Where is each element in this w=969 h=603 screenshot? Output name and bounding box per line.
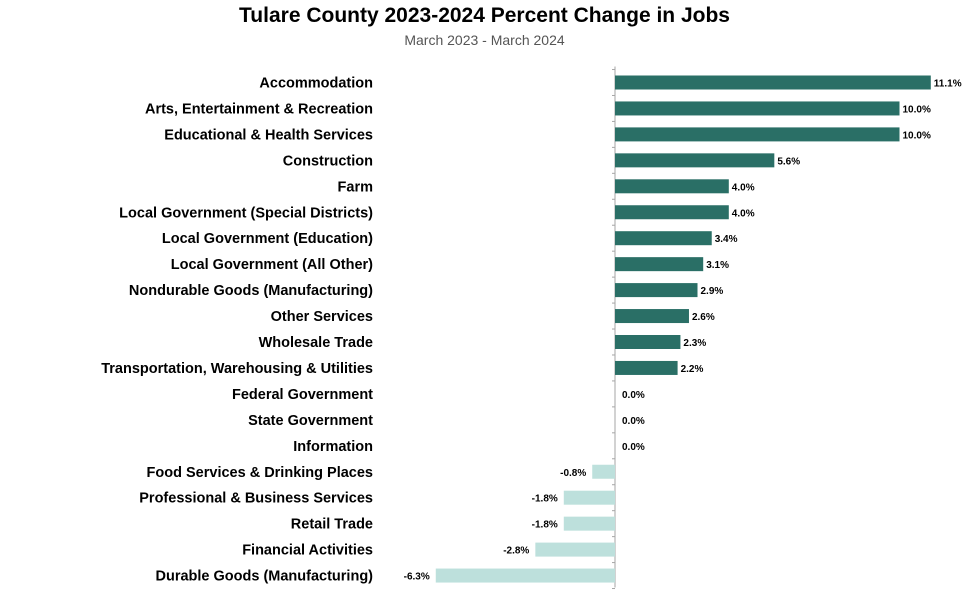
category-label: Federal Government (232, 387, 373, 403)
category-label: Durable Goods (Manufacturing) (156, 569, 374, 585)
bar (435, 568, 615, 583)
bar (592, 464, 615, 479)
category-label: State Government (248, 413, 373, 429)
category-label: Arts, Entertainment & Recreation (145, 101, 373, 117)
data-label: 11.1% (934, 79, 962, 90)
data-label: 10.0% (903, 104, 931, 115)
data-label: -2.8% (503, 546, 529, 557)
data-label: 3.4% (715, 234, 738, 245)
bar (615, 283, 698, 298)
bar (615, 205, 729, 220)
bar (615, 127, 900, 142)
data-label: 0.0% (622, 442, 645, 453)
category-label: Wholesale Trade (259, 335, 373, 351)
category-label: Nondurable Goods (Manufacturing) (129, 283, 373, 299)
data-label: 0.0% (622, 390, 645, 401)
bar (615, 179, 729, 194)
bar (615, 360, 678, 375)
category-label: Professional & Business Services (139, 491, 373, 507)
bar (615, 335, 681, 349)
category-label: Local Government (Special Districts) (119, 205, 373, 221)
category-label: Transportation, Warehousing & Utilities (101, 361, 373, 377)
data-label: 3.1% (706, 260, 729, 271)
bar (615, 153, 775, 168)
category-label: Construction (283, 153, 373, 169)
category-label: Local Government (Education) (162, 231, 373, 247)
data-label: -1.8% (532, 494, 558, 505)
bar (615, 257, 704, 272)
category-label: Other Services (271, 309, 373, 325)
data-label: 0.0% (622, 416, 645, 427)
data-label: 4.0% (732, 182, 755, 193)
data-label: 4.0% (732, 208, 755, 219)
category-label: Retail Trade (291, 517, 373, 533)
data-label: 10.0% (903, 130, 931, 141)
bar (563, 516, 615, 531)
bar (615, 231, 712, 246)
category-label: Farm (338, 179, 373, 195)
bar (615, 309, 689, 324)
category-label: Local Government (All Other) (171, 257, 373, 273)
category-label: Information (293, 439, 373, 455)
chart-subtitle: March 2023 - March 2024 (404, 32, 565, 48)
bar (615, 101, 900, 116)
data-label: -6.3% (404, 572, 430, 583)
bar (563, 490, 615, 505)
data-label: 2.3% (683, 338, 706, 349)
data-label: 2.9% (701, 286, 724, 297)
data-label: 2.6% (692, 312, 715, 323)
category-label: Financial Activities (242, 543, 373, 559)
data-label: -0.8% (560, 468, 586, 479)
data-label: 2.2% (681, 364, 704, 375)
category-label: Accommodation (259, 76, 373, 92)
chart-title: Tulare County 2023-2024 Percent Change i… (239, 4, 730, 27)
bar (615, 75, 931, 90)
data-label: 5.6% (777, 156, 800, 167)
category-label: Food Services & Drinking Places (147, 465, 373, 481)
data-label: -1.8% (532, 520, 558, 531)
bar (535, 542, 615, 557)
category-label: Educational & Health Services (164, 127, 373, 143)
